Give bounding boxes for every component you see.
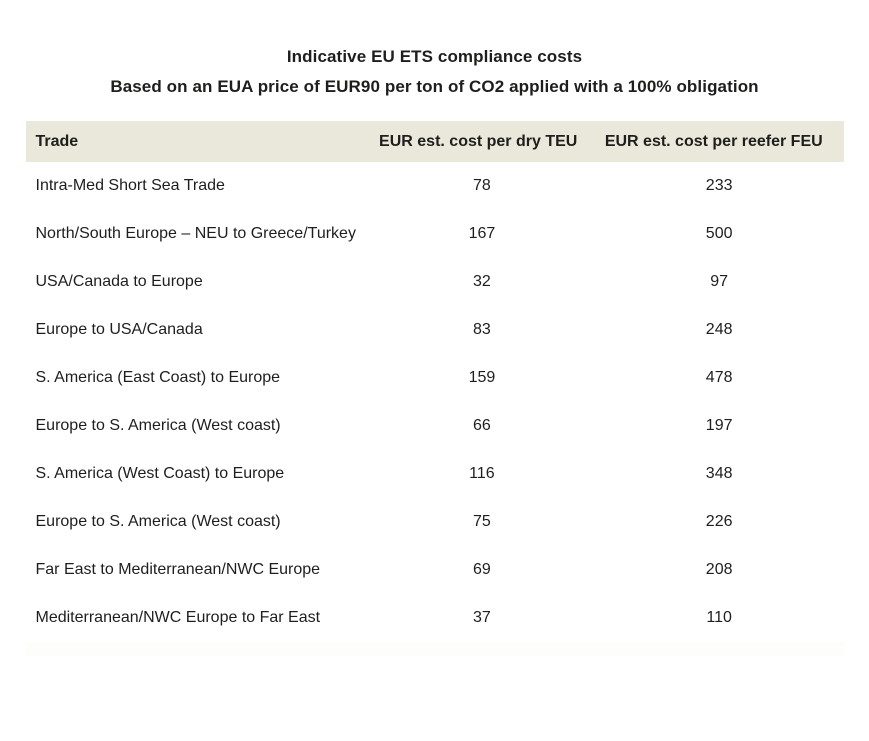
dry-teu-cost-cell: 37 [369,594,595,642]
dry-teu-cost-cell: 167 [369,210,595,258]
table-body: Intra-Med Short Sea Trade 78 233 North/Sout… [25,162,844,642]
dry-teu-cost-cell: 75 [369,498,595,546]
table-title: Indicative EU ETS compliance costs [286,47,583,66]
reefer-feu-cost-cell: 226 [594,498,844,546]
reefer-feu-cost-cell: 208 [594,546,844,594]
trade-cell: USA/Canada to Europe [25,258,370,306]
table-header: Trade EUR est. cost per dry TEU EUR est.… [25,121,844,162]
trade-cell: S. America (East Coast) to Europe [25,354,370,402]
column-header-dry-teu: EUR est. cost per dry TEU [369,121,595,162]
reefer-feu-cost-cell: 110 [594,594,844,642]
table-row: S. America (East Coast) to Europe 159 478 [25,354,844,402]
compliance-costs-table-container: Trade EUR est. cost per dry TEU EUR est.… [25,121,844,656]
reefer-feu-cost-cell: 500 [594,210,844,258]
reefer-feu-cost-cell: 197 [594,402,844,450]
header-row: Trade EUR est. cost per dry TEU EUR est.… [25,121,844,162]
table-row: Mediterranean/NWC Europe to Far East 37 11… [25,594,844,642]
reefer-feu-cost-cell: 248 [594,306,844,354]
reefer-feu-cost-cell: 478 [594,354,844,402]
column-header-reefer-feu: EUR est. cost per reefer FEU [594,121,844,162]
dry-teu-cost-cell: 32 [369,258,595,306]
column-header-trade: Trade [25,121,370,162]
trade-cell: North/South Europe – NEU to Greece/Turke… [25,210,370,258]
dry-teu-cost-cell: 66 [369,402,595,450]
dry-teu-cost-cell: 78 [369,162,595,210]
table-row: S. America (West Coast) to Europe 116 348 [25,450,844,498]
table-row: USA/Canada to Europe 32 97 [25,258,844,306]
table-row: Intra-Med Short Sea Trade 78 233 [25,162,844,210]
dry-teu-cost-cell: 159 [369,354,595,402]
trade-cell: Europe to USA/Canada [25,306,370,354]
reefer-feu-cost-cell: 97 [594,258,844,306]
trade-cell: Far East to Mediterranean/NWC Europe [25,546,370,594]
trade-cell: Europe to S. America (West coast) [25,402,370,450]
dry-teu-cost-cell: 69 [369,546,595,594]
table-row: Europe to S. America (West coast) 66 197 [25,402,844,450]
compliance-costs-table: Trade EUR est. cost per dry TEU EUR est.… [25,121,844,642]
dry-teu-cost-cell: 83 [369,306,595,354]
dry-teu-cost-cell: 116 [369,450,595,498]
table-row: Europe to USA/Canada 83 248 [25,306,844,354]
trade-cell: S. America (West Coast) to Europe [25,450,370,498]
reefer-feu-cost-cell: 348 [594,450,844,498]
table-row: Europe to S. America (West coast) 75 226 [25,498,844,546]
table-row: North/South Europe – NEU to Greece/Turke… [25,210,844,258]
reefer-feu-cost-cell: 233 [594,162,844,210]
table-subtitle: Based on an EUA price of EUR90 per ton o… [110,77,759,96]
trade-cell: Europe to S. America (West coast) [25,498,370,546]
trade-cell: Intra-Med Short Sea Trade [25,162,370,210]
table-row: Far East to Mediterranean/NWC Europe 69 20… [25,546,844,594]
trade-cell: Mediterranean/NWC Europe to Far East [25,594,370,642]
